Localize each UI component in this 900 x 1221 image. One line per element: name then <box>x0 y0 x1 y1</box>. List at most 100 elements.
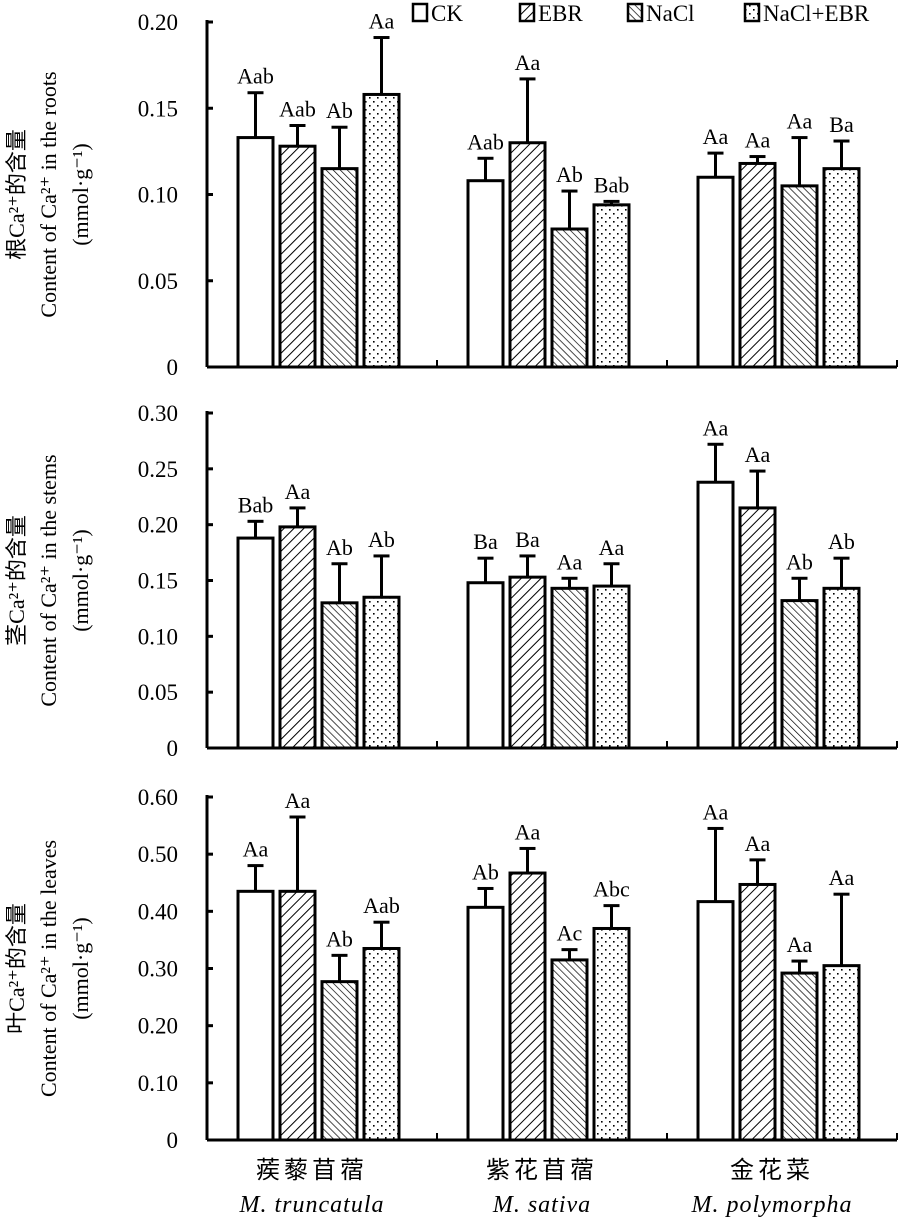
y-axis-unit: (mmol·g⁻¹) <box>68 529 93 632</box>
bar-ebr <box>508 871 547 1142</box>
bar-nacl-ebr <box>822 964 861 1142</box>
bar-ck <box>466 905 505 1142</box>
y-axis-unit: (mmol·g⁻¹) <box>68 917 93 1020</box>
bar-nacl <box>780 971 819 1142</box>
bar-nacl-ebr <box>822 167 861 369</box>
bar-ebr <box>508 575 547 750</box>
significance-label: Aa <box>285 788 311 813</box>
y-axis-label-cn: 茎Ca²⁺的含量 <box>4 515 29 646</box>
significance-label: Ab <box>326 926 353 951</box>
significance-label: Aa <box>557 549 583 574</box>
significance-label: Ba <box>473 529 498 554</box>
legend-swatch <box>626 2 644 23</box>
legend-swatch <box>411 2 429 23</box>
bar-ck <box>236 536 275 750</box>
significance-label: Ab <box>368 527 395 552</box>
y-tick-label: 0.30 <box>138 401 178 426</box>
significance-label: Aa <box>285 479 311 504</box>
y-axis-label-en: Content of Ca²⁺ in the stems <box>36 454 61 706</box>
y-axis-label-en: Content of Ca²⁺ in the leaves <box>36 840 61 1097</box>
y-tick-label: 0.20 <box>138 513 178 538</box>
significance-label: Ab <box>326 98 353 123</box>
bar-ebr <box>738 161 777 369</box>
y-tick-label: 0.40 <box>138 899 178 924</box>
y-tick-label: 0.60 <box>138 785 178 810</box>
significance-label: Ac <box>557 921 583 946</box>
y-tick-label: 0 <box>167 736 179 761</box>
significance-label: Ab <box>472 859 499 884</box>
significance-label: Aab <box>363 893 400 918</box>
significance-label: Aa <box>787 932 813 957</box>
y-axis-label-cn: 叶Ca²⁺的含量 <box>4 903 29 1034</box>
bar-ck <box>696 175 735 369</box>
bar-ebr <box>738 506 777 750</box>
significance-label: Ba <box>829 112 854 137</box>
category-label-latin: M. truncatula <box>239 1192 385 1218</box>
legend-label: NaCl <box>646 1 695 26</box>
legend-label: EBR <box>538 1 583 26</box>
bar-nacl-ebr <box>362 595 401 750</box>
y-tick-label: 0.05 <box>138 269 178 294</box>
bar-nacl <box>550 958 589 1142</box>
bar-nacl-ebr <box>362 92 401 369</box>
y-tick-label: 0.05 <box>138 680 178 705</box>
significance-label: Aa <box>515 50 541 75</box>
y-tick-label: 0.15 <box>138 96 178 121</box>
y-tick-label: 0 <box>167 1128 179 1153</box>
significance-label: Bab <box>238 492 273 517</box>
bar-ebr <box>508 141 547 369</box>
y-tick-label: 0.15 <box>138 569 178 594</box>
legend-swatch <box>518 2 536 23</box>
bar-ebr <box>278 144 317 369</box>
bar-nacl-ebr <box>592 926 631 1142</box>
y-tick-label: 0.20 <box>138 10 178 35</box>
y-tick-label: 0.25 <box>138 457 178 482</box>
bar-ebr <box>278 525 317 750</box>
significance-label: Aa <box>243 837 269 862</box>
significance-label: Ab <box>786 549 813 574</box>
significance-label: Bab <box>594 172 629 197</box>
significance-label: Ab <box>828 529 855 554</box>
bar-ck <box>466 179 505 369</box>
legend-label: NaCl+EBR <box>763 1 870 26</box>
bar-nacl <box>780 184 819 369</box>
significance-label: Aa <box>703 124 729 149</box>
category-label-latin: M. polymorpha <box>691 1192 853 1218</box>
bar-nacl <box>320 980 359 1142</box>
bar-ck <box>236 889 275 1142</box>
y-tick-label: 0.10 <box>138 183 178 208</box>
bar-nacl <box>550 586 589 750</box>
bar-ck <box>696 480 735 750</box>
significance-label: Aa <box>515 819 541 844</box>
significance-label: Ab <box>326 535 353 560</box>
bar-nacl-ebr <box>362 946 401 1142</box>
y-axis-label-cn: 根Ca²⁺的含量 <box>4 129 29 260</box>
y-tick-label: 0.50 <box>138 842 178 867</box>
significance-label: Aa <box>787 109 813 134</box>
significance-label: Aab <box>279 97 316 122</box>
significance-label: Aa <box>745 831 771 856</box>
significance-label: Aa <box>829 865 855 890</box>
bar-nacl <box>320 601 359 750</box>
category-label-cn: 金花菜 <box>730 1157 814 1184</box>
bar-nacl <box>550 227 589 369</box>
category-label-cn: 蒺藜苜蓿 <box>256 1157 368 1184</box>
significance-label: Aab <box>467 129 504 154</box>
category-label-latin: M. sativa <box>492 1192 591 1218</box>
bar-nacl <box>780 599 819 750</box>
bar-ck <box>236 136 275 369</box>
y-tick-label: 0.30 <box>138 957 178 982</box>
y-axis-label-en: Content of Ca²⁺ in the roots <box>36 71 61 317</box>
significance-label: Aa <box>599 535 625 560</box>
y-tick-label: 0.20 <box>138 1014 178 1039</box>
significance-label: Aa <box>745 442 771 467</box>
significance-label: Aa <box>745 128 771 153</box>
significance-label: Ba <box>515 527 540 552</box>
bar-ck <box>696 900 735 1142</box>
bar-ck <box>466 581 505 750</box>
significance-label: Aab <box>237 64 274 89</box>
y-tick-label: 0 <box>167 355 179 380</box>
significance-label: Aa <box>703 415 729 440</box>
bar-nacl-ebr <box>822 586 861 750</box>
